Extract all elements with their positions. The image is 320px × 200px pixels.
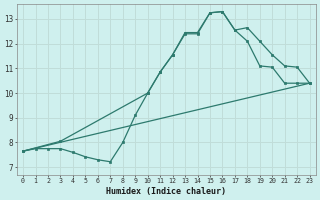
X-axis label: Humidex (Indice chaleur): Humidex (Indice chaleur) bbox=[106, 187, 226, 196]
